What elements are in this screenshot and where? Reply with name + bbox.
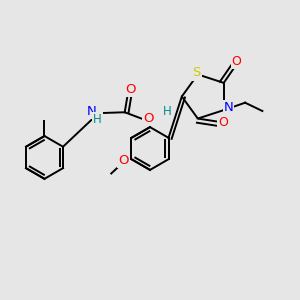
Text: O: O [218,116,228,129]
Text: N: N [224,101,233,114]
Text: H: H [164,105,172,118]
Text: O: O [143,112,154,125]
Text: O: O [232,55,242,68]
Text: O: O [118,154,128,167]
Text: S: S [192,67,200,80]
Text: O: O [125,82,136,96]
Text: N: N [86,105,96,118]
Text: H: H [93,113,102,126]
